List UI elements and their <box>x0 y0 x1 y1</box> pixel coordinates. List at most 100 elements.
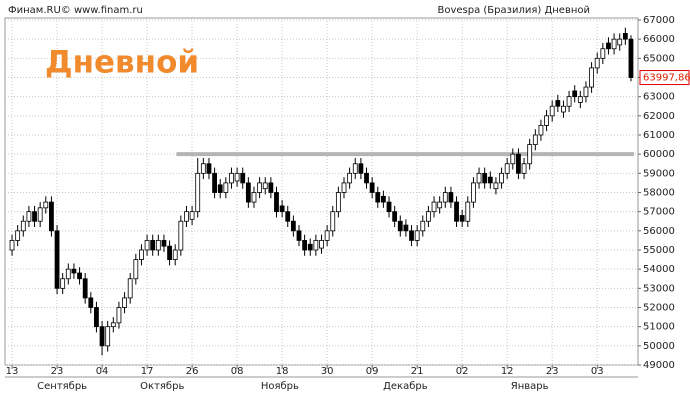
candle-body <box>206 163 212 174</box>
candle-body <box>155 240 161 251</box>
candle-body <box>212 172 217 193</box>
candle-body <box>493 182 499 190</box>
candle-body <box>628 38 634 78</box>
candle-body <box>380 195 386 203</box>
candle-body <box>516 153 521 174</box>
candle-body <box>622 33 628 40</box>
y-tick-label: 54000 <box>643 264 675 275</box>
y-tick-label: 66000 <box>643 34 675 45</box>
candle-body <box>527 144 533 165</box>
candle-body <box>223 182 229 193</box>
candle-body <box>307 243 313 251</box>
candle-body <box>9 240 15 251</box>
candle-body <box>589 67 594 88</box>
candle-body <box>335 192 341 213</box>
x-tick-label: 18 <box>276 366 289 377</box>
candle-body <box>105 326 111 347</box>
candle-body <box>577 96 583 103</box>
candle-body <box>240 172 246 184</box>
y-tick-label: 50000 <box>643 341 675 352</box>
candle-body <box>43 201 49 209</box>
candle-body <box>234 172 240 182</box>
candle-body <box>189 211 195 220</box>
candle-body <box>127 278 133 299</box>
candle-body <box>257 182 263 193</box>
month-label: Ноябрь <box>261 381 299 392</box>
candle-body <box>600 48 606 59</box>
candle-body <box>71 268 77 274</box>
candle-body <box>88 297 94 308</box>
y-tick-label: 56000 <box>643 226 675 237</box>
candle-body <box>392 211 398 222</box>
y-tick-label: 53000 <box>643 283 675 294</box>
candle-body <box>487 176 493 184</box>
candle-body <box>178 220 184 251</box>
x-tick-label: 02 <box>456 366 469 377</box>
x-tick-label: 23 <box>546 366 559 377</box>
candle-body <box>510 153 516 165</box>
y-tick-label: 55000 <box>643 245 675 256</box>
candle-body <box>364 172 369 184</box>
candle-body <box>82 278 88 299</box>
candle-body <box>476 172 482 184</box>
candle-body <box>172 249 178 260</box>
candle-body <box>65 268 71 280</box>
candle-body <box>437 201 443 209</box>
y-tick-label: 60000 <box>643 149 675 160</box>
candle-body <box>26 211 32 222</box>
candle-body <box>386 201 392 213</box>
candle-body <box>290 220 296 232</box>
y-tick-label: 52000 <box>643 303 675 314</box>
candle-body <box>347 172 353 184</box>
candle-body <box>538 125 544 136</box>
candle-body <box>369 182 375 193</box>
candle-body <box>561 105 566 113</box>
candle-body <box>200 163 206 174</box>
candle-body <box>150 240 156 251</box>
y-tick-label: 49000 <box>643 360 675 371</box>
candle-body <box>397 220 403 232</box>
x-tick-label: 17 <box>141 366 154 377</box>
x-tick-label: 12 <box>501 366 514 377</box>
last-price-label: 63997,86 <box>643 73 690 84</box>
candle-body <box>54 230 60 289</box>
candle-body <box>229 172 234 184</box>
candle-body <box>594 57 600 69</box>
x-tick-label: 23 <box>51 366 64 377</box>
candle-body <box>167 245 172 260</box>
candle-body <box>431 201 437 213</box>
candle-body <box>99 326 105 347</box>
candle-body <box>60 278 66 289</box>
candle-body <box>195 172 201 213</box>
y-tick-label: 63000 <box>643 92 675 103</box>
candle-body <box>144 240 150 251</box>
candle-body <box>37 207 43 222</box>
y-tick-label: 67000 <box>643 15 675 26</box>
y-tick-label: 62000 <box>643 111 675 122</box>
month-label: Октябрь <box>140 381 184 392</box>
candle-body <box>279 205 285 213</box>
candle-body <box>251 192 257 203</box>
candle-body <box>302 240 308 251</box>
x-tick-label: 30 <box>321 366 334 377</box>
x-tick-label: 04 <box>96 366 109 377</box>
x-tick-label: 03 <box>591 366 604 377</box>
candle-body <box>324 230 330 241</box>
candle-body <box>403 224 409 232</box>
candle-body <box>319 240 324 249</box>
candle-body <box>544 115 549 126</box>
candle-body <box>20 220 26 232</box>
candle-body <box>414 230 420 241</box>
candle-body <box>133 259 139 280</box>
candle-body <box>409 230 414 241</box>
x-tick-label: 09 <box>366 366 379 377</box>
month-label: Сентябрь <box>37 381 87 392</box>
y-tick-label: 65000 <box>643 53 675 64</box>
candle-body <box>358 163 364 174</box>
candle-body <box>420 220 426 232</box>
candle-body <box>217 184 223 193</box>
candle-body <box>617 38 623 46</box>
candle-body <box>611 38 617 50</box>
overlay-title: Дневной <box>45 45 199 81</box>
candle-body <box>262 182 268 190</box>
